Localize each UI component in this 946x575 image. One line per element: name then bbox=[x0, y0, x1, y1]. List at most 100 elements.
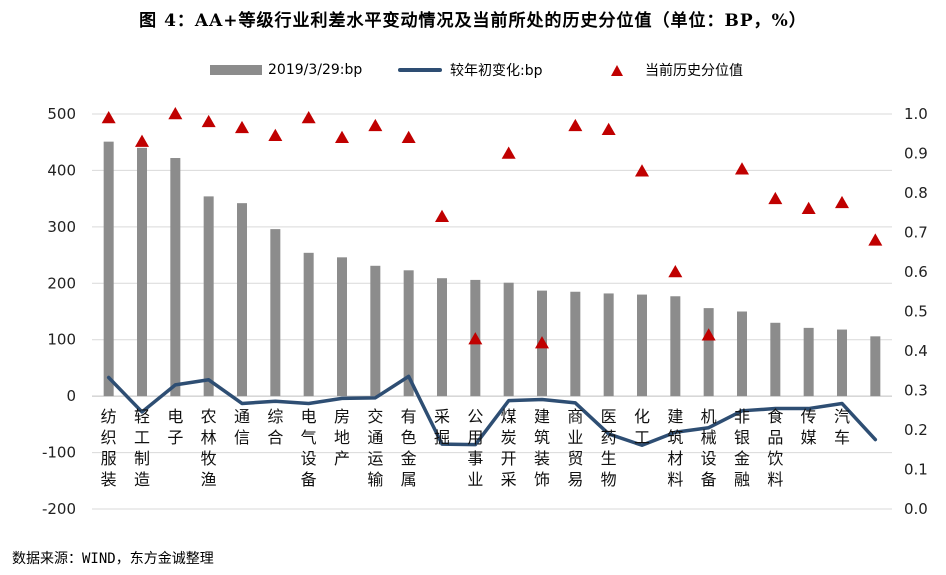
y-right-tick-label: 1.0 bbox=[904, 105, 928, 123]
bar bbox=[403, 270, 414, 397]
bar bbox=[703, 308, 714, 397]
legend-marker-swatch bbox=[611, 64, 623, 76]
chart-title: 图 4：AA+等级行业利差水平变动情况及当前所处的历史分位值（单位：BP，%） bbox=[139, 11, 807, 31]
y-right-tick-label: 0.0 bbox=[904, 500, 928, 518]
percentile-marker bbox=[101, 110, 116, 124]
percentile-marker bbox=[335, 130, 349, 143]
x-category-label: 电子 bbox=[167, 407, 183, 447]
percentile-marker bbox=[601, 122, 616, 136]
x-category-label: 综合 bbox=[267, 407, 283, 447]
x-category-label: 食品饮料 bbox=[767, 407, 783, 489]
bar bbox=[337, 257, 347, 397]
x-category-label: 建筑材料 bbox=[667, 407, 683, 489]
legend-marker-item: 当前历史分位值 bbox=[611, 58, 743, 82]
percentile-marker bbox=[135, 134, 149, 147]
bar bbox=[137, 147, 147, 397]
x-category-label: 建筑装饰 bbox=[534, 407, 550, 489]
percentile-marker bbox=[801, 201, 816, 215]
y-right-tick-label: 0.9 bbox=[904, 145, 928, 163]
bar bbox=[437, 278, 447, 397]
x-category-label: 有色金属 bbox=[401, 407, 417, 489]
legend-bar-item: 2019/3/29:bp bbox=[210, 58, 362, 82]
x-category-label: 医药生物 bbox=[601, 407, 617, 489]
percentile-marker bbox=[568, 118, 583, 132]
percentile-marker bbox=[268, 128, 283, 141]
legend: 2019/3/29:bp 较年初变化:bp 当前历史分位值 bbox=[0, 58, 946, 82]
percentile-marker bbox=[401, 130, 416, 143]
y-right-tick-label: 0.4 bbox=[904, 342, 928, 360]
y-left-tick-label: 400 bbox=[47, 161, 76, 179]
bar bbox=[303, 252, 314, 397]
x-category-label: 房地产 bbox=[334, 407, 350, 468]
x-category-label: 轻工制造 bbox=[134, 407, 150, 489]
bar bbox=[570, 291, 581, 397]
legend-bar-label: 2019/3/29:bp bbox=[268, 62, 363, 78]
percentile-marker bbox=[168, 107, 183, 120]
percentile-marker bbox=[635, 164, 649, 177]
x-category-label: 电气设备 bbox=[301, 407, 317, 489]
x-category-label: 传媒 bbox=[801, 407, 817, 447]
bar bbox=[870, 336, 881, 397]
x-category-label: 农林牧渔 bbox=[201, 407, 217, 489]
y-right-tick-label: 0.7 bbox=[904, 224, 928, 242]
y-left-tick-label: 200 bbox=[47, 274, 76, 292]
percentile-marker bbox=[768, 191, 783, 205]
bar bbox=[603, 293, 614, 397]
x-category-label: 公用事业 bbox=[467, 407, 483, 489]
y-right-tick-label: 0.2 bbox=[904, 421, 928, 439]
bar bbox=[770, 322, 781, 397]
legend-bar-swatch bbox=[210, 65, 262, 75]
percentile-marker bbox=[701, 328, 716, 341]
y-right-tick-label: 0.1 bbox=[904, 461, 928, 479]
bar bbox=[803, 327, 814, 397]
x-category-label: 商业贸易 bbox=[567, 407, 583, 489]
percentile-marker bbox=[468, 332, 483, 345]
x-category-label: 汽车 bbox=[834, 407, 850, 447]
y-left-tick-label: 300 bbox=[47, 218, 76, 236]
x-category-label: 通信 bbox=[234, 407, 250, 447]
percentile-marker bbox=[201, 114, 216, 128]
x-category-label: 化工 bbox=[634, 407, 650, 447]
x-category-label: 煤炭开采 bbox=[501, 407, 517, 489]
y-left-tick-label: 100 bbox=[47, 331, 76, 349]
percentile-marker bbox=[735, 162, 749, 175]
source-note: 数据来源：WIND，东方金诚整理 bbox=[12, 551, 214, 567]
y-left-tick-label: -200 bbox=[42, 500, 76, 518]
percentile-marker bbox=[235, 120, 249, 134]
y-right-tick-label: 0.6 bbox=[904, 263, 928, 281]
bar bbox=[370, 265, 381, 397]
bar bbox=[103, 141, 114, 397]
percentile-marker bbox=[435, 209, 449, 222]
x-category-label: 非银金融 bbox=[734, 407, 750, 489]
legend-marker-label: 当前历史分位值 bbox=[645, 63, 743, 79]
percentile-marker bbox=[368, 118, 383, 132]
percentile-marker bbox=[868, 233, 883, 246]
bar bbox=[837, 329, 847, 397]
bar bbox=[270, 229, 281, 397]
bar bbox=[503, 282, 514, 397]
y-right-tick-label: 0.3 bbox=[904, 382, 928, 400]
change-line bbox=[106, 374, 878, 447]
y-right-tick-label: 0.8 bbox=[904, 184, 928, 202]
percentile-marker bbox=[668, 265, 683, 278]
bar bbox=[737, 311, 747, 397]
bar bbox=[170, 158, 181, 397]
percentile-marker bbox=[501, 146, 516, 159]
x-category-label: 机械设备 bbox=[701, 407, 717, 489]
bar bbox=[670, 296, 681, 397]
x-category-label: 纺织服装 bbox=[101, 407, 117, 489]
percentile-marker bbox=[301, 110, 316, 124]
percentile-marker bbox=[835, 195, 849, 209]
y-right-tick-label: 0.5 bbox=[904, 303, 928, 321]
bar bbox=[203, 196, 214, 397]
bar bbox=[637, 294, 647, 397]
y-left-tick-label: 0 bbox=[66, 387, 76, 405]
y-left-tick-label: 500 bbox=[47, 105, 76, 123]
legend-line-item: 较年初变化:bp bbox=[398, 58, 543, 82]
legend-line-swatch bbox=[398, 68, 442, 72]
y-left-tick-label: -100 bbox=[42, 444, 76, 462]
percentile-marker bbox=[535, 336, 549, 349]
bar bbox=[237, 203, 247, 397]
x-category-label: 交通运输 bbox=[367, 407, 383, 489]
